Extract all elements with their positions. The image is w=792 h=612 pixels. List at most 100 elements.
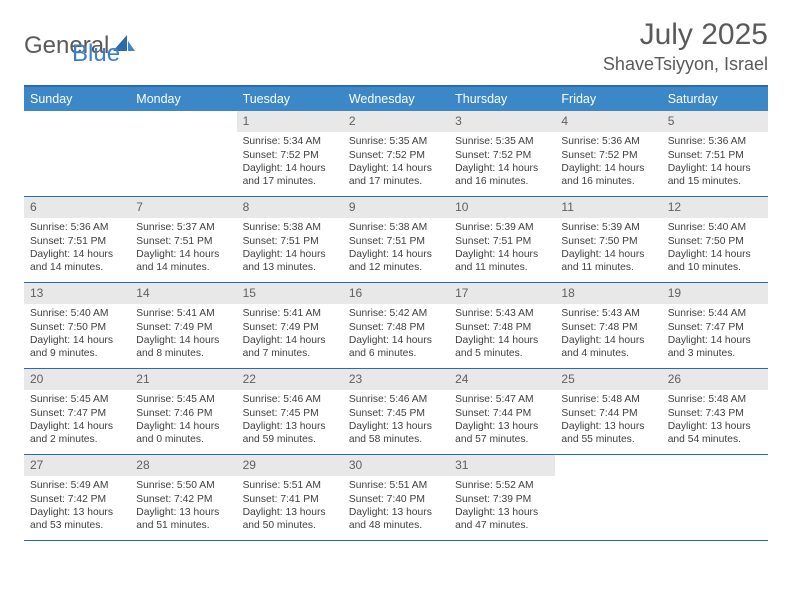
day-body: Sunrise: 5:47 AMSunset: 7:44 PMDaylight:… xyxy=(449,390,555,452)
sunset-line: Sunset: 7:51 PM xyxy=(136,235,230,248)
sunrise-line: Sunrise: 5:49 AM xyxy=(30,479,124,492)
day-number: 5 xyxy=(662,111,768,132)
day-number: 31 xyxy=(449,455,555,476)
sunset-line: Sunset: 7:42 PM xyxy=(30,493,124,506)
daylight-line: Daylight: 13 hours and 50 minutes. xyxy=(243,506,337,532)
daylight-line: Daylight: 14 hours and 14 minutes. xyxy=(30,248,124,274)
week-row: 1Sunrise: 5:34 AMSunset: 7:52 PMDaylight… xyxy=(24,111,768,197)
daylight-line: Daylight: 14 hours and 14 minutes. xyxy=(136,248,230,274)
day-body: Sunrise: 5:36 AMSunset: 7:52 PMDaylight:… xyxy=(555,132,661,194)
day-cell: 5Sunrise: 5:36 AMSunset: 7:51 PMDaylight… xyxy=(662,111,768,196)
dayhead-thursday: Thursday xyxy=(449,87,555,111)
day-body: Sunrise: 5:40 AMSunset: 7:50 PMDaylight:… xyxy=(24,304,130,366)
day-cell xyxy=(130,111,236,196)
day-body: Sunrise: 5:35 AMSunset: 7:52 PMDaylight:… xyxy=(449,132,555,194)
week-row: 20Sunrise: 5:45 AMSunset: 7:47 PMDayligh… xyxy=(24,369,768,455)
day-cell: 22Sunrise: 5:46 AMSunset: 7:45 PMDayligh… xyxy=(237,369,343,454)
dayhead-wednesday: Wednesday xyxy=(343,87,449,111)
daylight-line: Daylight: 13 hours and 51 minutes. xyxy=(136,506,230,532)
day-number: 3 xyxy=(449,111,555,132)
daylight-line: Daylight: 13 hours and 55 minutes. xyxy=(561,420,655,446)
day-cell: 2Sunrise: 5:35 AMSunset: 7:52 PMDaylight… xyxy=(343,111,449,196)
daylight-line: Daylight: 13 hours and 48 minutes. xyxy=(349,506,443,532)
day-number: 15 xyxy=(237,283,343,304)
day-number: 23 xyxy=(343,369,449,390)
day-body: Sunrise: 5:42 AMSunset: 7:48 PMDaylight:… xyxy=(343,304,449,366)
sunset-line: Sunset: 7:44 PM xyxy=(455,407,549,420)
sunrise-line: Sunrise: 5:35 AM xyxy=(455,135,549,148)
daylight-line: Daylight: 13 hours and 57 minutes. xyxy=(455,420,549,446)
day-body: Sunrise: 5:40 AMSunset: 7:50 PMDaylight:… xyxy=(662,218,768,280)
day-number: 17 xyxy=(449,283,555,304)
daylight-line: Daylight: 14 hours and 17 minutes. xyxy=(243,162,337,188)
sunrise-line: Sunrise: 5:39 AM xyxy=(455,221,549,234)
sunrise-line: Sunrise: 5:48 AM xyxy=(668,393,762,406)
day-cell: 9Sunrise: 5:38 AMSunset: 7:51 PMDaylight… xyxy=(343,197,449,282)
day-cell: 24Sunrise: 5:47 AMSunset: 7:44 PMDayligh… xyxy=(449,369,555,454)
day-body: Sunrise: 5:46 AMSunset: 7:45 PMDaylight:… xyxy=(343,390,449,452)
sunset-line: Sunset: 7:45 PM xyxy=(349,407,443,420)
dayhead-saturday: Saturday xyxy=(662,87,768,111)
dayhead-monday: Monday xyxy=(130,87,236,111)
daylight-line: Daylight: 13 hours and 47 minutes. xyxy=(455,506,549,532)
sunset-line: Sunset: 7:52 PM xyxy=(561,149,655,162)
day-cell: 11Sunrise: 5:39 AMSunset: 7:50 PMDayligh… xyxy=(555,197,661,282)
day-body: Sunrise: 5:39 AMSunset: 7:51 PMDaylight:… xyxy=(449,218,555,280)
daylight-line: Daylight: 14 hours and 10 minutes. xyxy=(668,248,762,274)
sunrise-line: Sunrise: 5:35 AM xyxy=(349,135,443,148)
sunset-line: Sunset: 7:44 PM xyxy=(561,407,655,420)
day-cell: 16Sunrise: 5:42 AMSunset: 7:48 PMDayligh… xyxy=(343,283,449,368)
page-title: July 2025 xyxy=(603,18,768,52)
sunrise-line: Sunrise: 5:38 AM xyxy=(349,221,443,234)
day-body: Sunrise: 5:45 AMSunset: 7:46 PMDaylight:… xyxy=(130,390,236,452)
sunrise-line: Sunrise: 5:43 AM xyxy=(561,307,655,320)
day-cell: 30Sunrise: 5:51 AMSunset: 7:40 PMDayligh… xyxy=(343,455,449,540)
sunrise-line: Sunrise: 5:40 AM xyxy=(30,307,124,320)
sunset-line: Sunset: 7:40 PM xyxy=(349,493,443,506)
week-row: 6Sunrise: 5:36 AMSunset: 7:51 PMDaylight… xyxy=(24,197,768,283)
day-number: 18 xyxy=(555,283,661,304)
daylight-line: Daylight: 13 hours and 58 minutes. xyxy=(349,420,443,446)
day-body: Sunrise: 5:34 AMSunset: 7:52 PMDaylight:… xyxy=(237,132,343,194)
sunrise-line: Sunrise: 5:50 AM xyxy=(136,479,230,492)
day-number: 30 xyxy=(343,455,449,476)
daylight-line: Daylight: 14 hours and 15 minutes. xyxy=(668,162,762,188)
day-number: 9 xyxy=(343,197,449,218)
sunset-line: Sunset: 7:51 PM xyxy=(668,149,762,162)
day-number: 10 xyxy=(449,197,555,218)
header: GeneralBlue July 2025 ShaveTsiyyon, Isra… xyxy=(24,18,768,75)
title-block: July 2025 ShaveTsiyyon, Israel xyxy=(603,18,768,75)
sunrise-line: Sunrise: 5:48 AM xyxy=(561,393,655,406)
sunset-line: Sunset: 7:45 PM xyxy=(243,407,337,420)
sunrise-line: Sunrise: 5:46 AM xyxy=(349,393,443,406)
sunrise-line: Sunrise: 5:38 AM xyxy=(243,221,337,234)
day-body: Sunrise: 5:45 AMSunset: 7:47 PMDaylight:… xyxy=(24,390,130,452)
sunrise-line: Sunrise: 5:41 AM xyxy=(243,307,337,320)
day-cell: 6Sunrise: 5:36 AMSunset: 7:51 PMDaylight… xyxy=(24,197,130,282)
sunset-line: Sunset: 7:42 PM xyxy=(136,493,230,506)
sunset-line: Sunset: 7:50 PM xyxy=(30,321,124,334)
day-body: Sunrise: 5:38 AMSunset: 7:51 PMDaylight:… xyxy=(343,218,449,280)
day-body: Sunrise: 5:43 AMSunset: 7:48 PMDaylight:… xyxy=(449,304,555,366)
sunrise-line: Sunrise: 5:51 AM xyxy=(349,479,443,492)
dayhead-sunday: Sunday xyxy=(24,87,130,111)
day-cell: 25Sunrise: 5:48 AMSunset: 7:44 PMDayligh… xyxy=(555,369,661,454)
sunrise-line: Sunrise: 5:51 AM xyxy=(243,479,337,492)
week-row: 27Sunrise: 5:49 AMSunset: 7:42 PMDayligh… xyxy=(24,455,768,541)
day-number: 28 xyxy=(130,455,236,476)
sunset-line: Sunset: 7:48 PM xyxy=(455,321,549,334)
daylight-line: Daylight: 13 hours and 59 minutes. xyxy=(243,420,337,446)
day-cell: 31Sunrise: 5:52 AMSunset: 7:39 PMDayligh… xyxy=(449,455,555,540)
day-body: Sunrise: 5:51 AMSunset: 7:40 PMDaylight:… xyxy=(343,476,449,538)
dayhead-friday: Friday xyxy=(555,87,661,111)
sunrise-line: Sunrise: 5:47 AM xyxy=(455,393,549,406)
sunset-line: Sunset: 7:48 PM xyxy=(349,321,443,334)
day-number: 26 xyxy=(662,369,768,390)
day-number: 8 xyxy=(237,197,343,218)
daylight-line: Daylight: 14 hours and 13 minutes. xyxy=(243,248,337,274)
daylight-line: Daylight: 14 hours and 8 minutes. xyxy=(136,334,230,360)
logo-text-blue: Blue xyxy=(72,40,120,68)
day-number: 19 xyxy=(662,283,768,304)
day-body: Sunrise: 5:48 AMSunset: 7:43 PMDaylight:… xyxy=(662,390,768,452)
daylight-line: Daylight: 14 hours and 17 minutes. xyxy=(349,162,443,188)
